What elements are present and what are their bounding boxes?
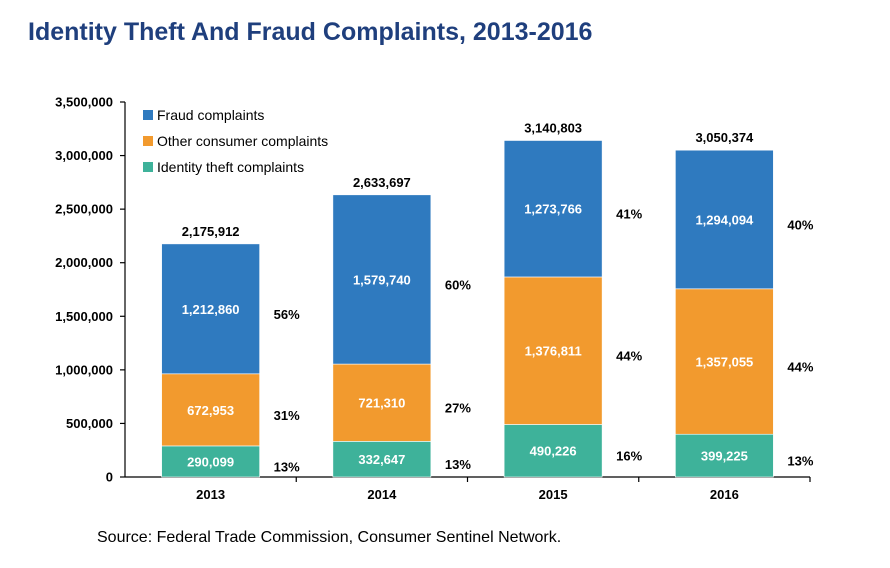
bar-segment bbox=[332, 194, 432, 365]
percent-label: 16% bbox=[616, 449, 642, 464]
total-label: 3,140,803 bbox=[524, 120, 582, 135]
data-label: 332,647 bbox=[358, 452, 405, 467]
percent-label: 41% bbox=[616, 207, 642, 222]
data-label: 490,226 bbox=[530, 444, 577, 459]
percent-label: 60% bbox=[445, 277, 471, 292]
y-tick-label: 3,500,000 bbox=[55, 95, 113, 110]
legend-swatch bbox=[143, 162, 153, 172]
data-label: 1,579,740 bbox=[353, 272, 411, 287]
legend-label: Identity theft complaints bbox=[157, 159, 304, 175]
y-tick-label: 2,000,000 bbox=[55, 255, 113, 270]
data-label: 1,273,766 bbox=[524, 202, 582, 217]
bar-segment bbox=[161, 373, 260, 447]
percent-label: 44% bbox=[787, 360, 813, 375]
data-label: 721,310 bbox=[358, 396, 405, 411]
source-note: Source: Federal Trade Commission, Consum… bbox=[97, 529, 562, 546]
x-tick-label: 2013 bbox=[196, 487, 225, 502]
bar-segment bbox=[503, 140, 603, 278]
stacked-bar-chart: 0 500,000 1,000,000 1,500,000 2,000,000 2,500… bbox=[55, 95, 814, 503]
y-tick-label: 500,000 bbox=[66, 416, 113, 431]
x-tick-label: 2015 bbox=[539, 487, 568, 502]
y-tick-label: 2,500,000 bbox=[55, 202, 113, 217]
x-tick-label: 2016 bbox=[710, 487, 739, 502]
percent-label: 44% bbox=[616, 349, 642, 364]
legend-swatch bbox=[143, 110, 153, 120]
data-label: 1,376,811 bbox=[525, 344, 582, 359]
percent-label: 13% bbox=[445, 457, 471, 472]
data-label: 290,099 bbox=[187, 454, 234, 469]
bar-segment bbox=[332, 441, 432, 478]
bar-segment bbox=[161, 445, 260, 478]
chart-title: Identity Theft And Fraud Complaints, 201… bbox=[28, 18, 593, 46]
legend-label: Other consumer complaints bbox=[157, 133, 328, 149]
data-label: 1,212,860 bbox=[182, 302, 240, 317]
total-label: 3,050,374 bbox=[695, 130, 754, 145]
y-tick-label: 0 bbox=[106, 470, 113, 485]
bar-segment bbox=[161, 243, 260, 375]
percent-label: 13% bbox=[274, 459, 300, 474]
bar-segment bbox=[675, 288, 774, 435]
bar-segment bbox=[675, 149, 774, 290]
percent-label: 13% bbox=[787, 454, 813, 469]
legend-label: Fraud complaints bbox=[157, 107, 264, 123]
data-label: 1,294,094 bbox=[695, 213, 754, 228]
data-label: 1,357,055 bbox=[695, 355, 753, 370]
data-label: 399,225 bbox=[701, 449, 748, 464]
bar-segment bbox=[503, 276, 603, 425]
y-tick-label: 1,500,000 bbox=[55, 309, 113, 324]
y-tick-label: 3,000,000 bbox=[55, 148, 113, 163]
bar-segment bbox=[332, 363, 432, 442]
data-label: 672,953 bbox=[187, 403, 234, 418]
bar-segment bbox=[503, 424, 603, 478]
percent-label: 40% bbox=[787, 218, 813, 233]
y-tick-label: 1,000,000 bbox=[55, 362, 113, 377]
percent-label: 27% bbox=[445, 401, 471, 416]
percent-label: 56% bbox=[274, 307, 300, 322]
legend-swatch bbox=[143, 136, 153, 146]
bar-segment bbox=[675, 433, 774, 478]
x-tick-label: 2014 bbox=[367, 487, 397, 502]
percent-label: 31% bbox=[274, 408, 300, 423]
total-label: 2,175,912 bbox=[182, 224, 240, 239]
total-label: 2,633,697 bbox=[353, 175, 411, 190]
